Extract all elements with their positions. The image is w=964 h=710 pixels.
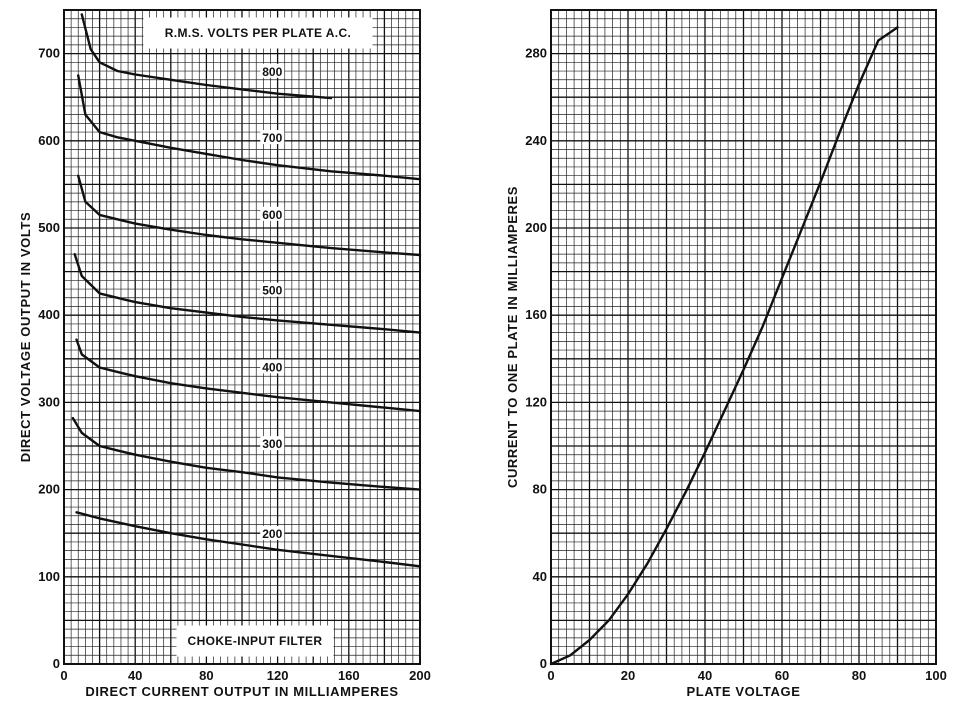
series-line-800 xyxy=(80,13,333,100)
x-tick-label: 40 xyxy=(698,668,712,683)
series-label-bg xyxy=(260,359,285,374)
y-tick-label: 0 xyxy=(540,656,547,671)
grid xyxy=(63,9,421,665)
series-label-400: 400 xyxy=(262,360,282,374)
chart-1: 0 40 80 120 160 200 0 100 200 300 400 500 600 700 DIRE… xyxy=(18,9,431,699)
x-tick-label: 80 xyxy=(199,668,213,683)
y-tick-label: 40 xyxy=(533,569,547,584)
series-line-500 xyxy=(73,253,422,334)
y-tick-label: 0 xyxy=(53,656,60,671)
series-label-700: 700 xyxy=(262,131,282,145)
series-label-500: 500 xyxy=(262,284,282,298)
series-line-700 xyxy=(77,74,422,181)
annotation-box-rms xyxy=(143,17,373,49)
series-label-bg xyxy=(260,282,285,297)
series-label-bg xyxy=(260,130,285,145)
annotation-box-filter xyxy=(176,625,334,657)
series-line-600 xyxy=(77,174,422,257)
x-tick-label: 40 xyxy=(128,668,142,683)
series-line xyxy=(549,26,899,666)
grid xyxy=(550,9,937,665)
y-tick-label: 200 xyxy=(38,482,60,497)
x-tick-label: 20 xyxy=(621,668,635,683)
plot-frame xyxy=(550,9,937,665)
annotation-rms-volts: R.M.S. VOLTS PER PLATE A.C. xyxy=(165,26,352,40)
y-tick-label: 600 xyxy=(38,133,60,148)
series-label-bg xyxy=(260,436,285,451)
y-tick-label: 200 xyxy=(525,220,547,235)
series-label-200: 200 xyxy=(262,527,282,541)
series-label-600: 600 xyxy=(262,208,282,222)
y-tick-label: 120 xyxy=(525,394,547,409)
x-tick-label: 80 xyxy=(852,668,866,683)
x-axis-title: PLATE VOLTAGE xyxy=(687,684,801,699)
series-line-200 xyxy=(75,511,422,568)
y-tick-label: 400 xyxy=(38,307,60,322)
y-tick-label: 280 xyxy=(525,46,547,61)
y-axis-title: CURRENT TO ONE PLATE IN MILLIAMPERES xyxy=(505,186,520,488)
x-tick-label: 120 xyxy=(267,668,289,683)
x-tick-label: 0 xyxy=(60,668,67,683)
y-tick-label: 160 xyxy=(525,307,547,322)
y-tick-label: 300 xyxy=(38,394,60,409)
plot-frame xyxy=(63,9,421,665)
y-tick-label: 100 xyxy=(38,569,60,584)
x-tick-label: 0 xyxy=(547,668,554,683)
series-line-400 xyxy=(75,338,422,413)
series-label-bg xyxy=(260,63,285,78)
y-axis-title: DIRECT VOLTAGE OUTPUT IN VOLTS xyxy=(18,212,33,463)
x-tick-label: 100 xyxy=(925,668,947,683)
series-label-300: 300 xyxy=(262,437,282,451)
annotation-choke-input-filter: CHOKE-INPUT FILTER xyxy=(188,634,323,648)
x-axis-title: DIRECT CURRENT OUTPUT IN MILLIAMPERES xyxy=(85,684,398,699)
y-tick-label: 240 xyxy=(525,133,547,148)
chart-2: 0 20 40 60 80 100 0 40 80 120 160 200 240 280 PLATE VO… xyxy=(505,9,947,699)
x-tick-label: 160 xyxy=(338,668,360,683)
y-tick-label: 500 xyxy=(38,220,60,235)
series-label-bg xyxy=(260,525,285,540)
series-label-bg xyxy=(260,206,285,221)
series-line-300 xyxy=(71,416,422,491)
y-tick-label: 80 xyxy=(533,482,547,497)
y-tick-label: 700 xyxy=(38,46,60,61)
series-label-800: 800 xyxy=(262,65,282,79)
x-tick-label: 60 xyxy=(775,668,789,683)
x-tick-label: 200 xyxy=(409,668,431,683)
